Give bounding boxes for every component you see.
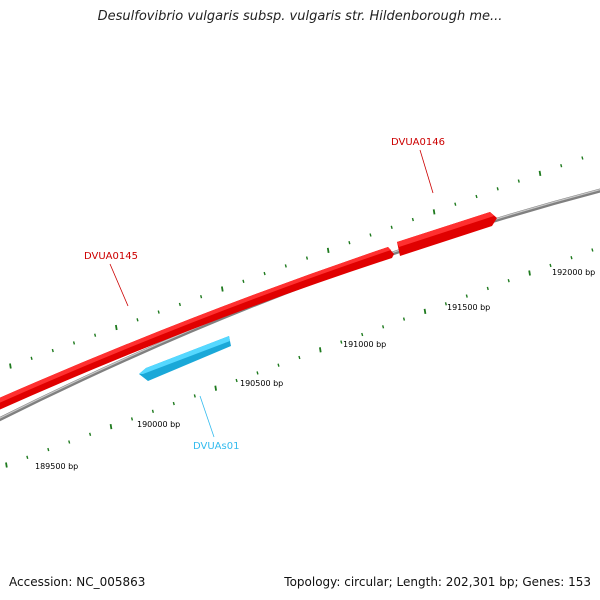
minor-tick (444, 302, 447, 306)
label-leader-dvuas01 (199, 395, 215, 438)
minor-tick (454, 202, 457, 206)
gene-label-dvua0145[interactable]: DVUA0145 (84, 251, 138, 262)
minor-tick (235, 378, 238, 383)
major-tick (214, 385, 217, 391)
gene-label-dvuas01[interactable]: DVUAs01 (193, 441, 239, 452)
minor-tick (570, 256, 573, 260)
minor-tick (581, 156, 584, 160)
label-leader-dvua0145 (109, 263, 129, 307)
minor-tick (136, 318, 139, 322)
outer-tick-row (9, 156, 584, 369)
minor-tick (72, 341, 76, 345)
major-tick (528, 270, 531, 276)
gene-dvua0146[interactable] (397, 212, 497, 256)
major-tick (221, 286, 224, 292)
major-tick (319, 347, 322, 353)
genome-backbone (0, 188, 600, 422)
minor-tick (89, 432, 92, 436)
minor-tick (340, 340, 343, 344)
minor-tick (47, 447, 50, 452)
minor-tick (560, 164, 563, 168)
major-tick (538, 170, 542, 177)
major-tick (109, 423, 113, 430)
minor-tick (382, 325, 385, 329)
major-tick (432, 209, 436, 215)
minor-tick (263, 271, 266, 276)
minor-tick (130, 417, 134, 421)
genome-summary-text: Topology: circular; Length: 202,301 bp; … (284, 575, 591, 589)
minor-tick (298, 355, 301, 360)
minor-tick (284, 264, 287, 268)
minor-tick (517, 179, 520, 183)
minor-tick (256, 371, 259, 375)
minor-tick (193, 394, 196, 398)
gene-dvuas01[interactable] (139, 336, 231, 381)
major-tick (326, 247, 330, 254)
accession-text: Accession: NC_005863 (9, 575, 146, 589)
minor-tick (361, 332, 364, 337)
minor-tick (26, 455, 29, 459)
minor-tick (30, 356, 33, 360)
scale-label: 189500 bp (35, 462, 78, 471)
minor-tick (475, 194, 478, 199)
minor-tick (178, 302, 181, 307)
minor-tick (465, 294, 468, 298)
minor-tick (172, 401, 175, 406)
gene-label-dvua0146[interactable]: DVUA0146 (391, 137, 445, 148)
inner-tick-row (5, 248, 594, 468)
minor-tick (200, 295, 203, 299)
scale-label: 191500 bp (447, 303, 490, 312)
minor-tick (591, 248, 594, 252)
major-tick (9, 363, 12, 369)
minor-tick (390, 225, 393, 229)
minor-tick (151, 409, 154, 413)
minor-tick (277, 363, 280, 367)
minor-tick (94, 333, 97, 337)
minor-tick (486, 286, 489, 291)
minor-tick (369, 233, 372, 237)
minor-tick (305, 256, 309, 260)
major-tick (115, 324, 118, 331)
label-leader-dvua0146 (419, 149, 434, 194)
minor-tick (242, 279, 245, 283)
minor-tick (68, 440, 71, 444)
minor-tick (348, 241, 351, 245)
scale-label: 190500 bp (240, 379, 283, 388)
map-title: Desulfovibrio vulgaris subsp. vulgaris s… (97, 9, 503, 24)
scale-label: 192000 bp (552, 268, 595, 277)
scale-label: 190000 bp (137, 420, 180, 429)
genome-backbone-highlight (0, 189, 600, 419)
minor-tick (411, 217, 414, 222)
scale-label: 191000 bp (343, 340, 386, 349)
minor-tick (157, 310, 160, 314)
minor-tick (402, 317, 406, 321)
major-tick (5, 462, 8, 468)
minor-tick (496, 187, 499, 191)
minor-tick (51, 348, 54, 353)
gene-dvua0145[interactable] (0, 247, 394, 414)
major-tick (423, 308, 427, 315)
minor-tick (507, 279, 510, 283)
minor-tick (549, 263, 552, 268)
